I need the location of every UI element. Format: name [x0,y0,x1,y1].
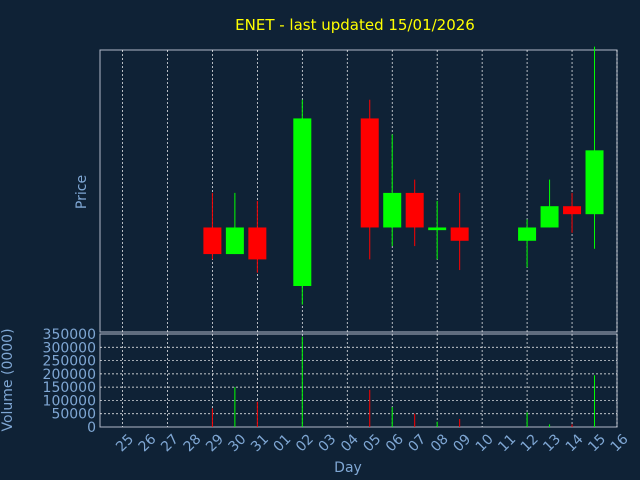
x-tick-label: 12 [518,431,542,455]
x-tick-label: 01 [271,431,295,455]
volume-frame [99,333,618,428]
x-tick-label: 30 [226,431,250,455]
x-tick-label: 07 [405,431,429,455]
volume-panel: 0500001000001500002000002500003000003500… [43,327,618,436]
candle-body [293,118,312,286]
x-tick-label: 04 [338,431,362,455]
price-frame [99,49,618,333]
volume-tick-label: 350000 [43,327,96,343]
price-panel [99,46,618,333]
volume-axis-label: Volume (0000) [0,328,16,431]
x-tick-label: 08 [428,431,452,455]
volume-tick-label: 150000 [43,380,96,396]
x-tick-label: 13 [540,431,564,455]
volume-tick-label: 300000 [43,340,96,356]
candle-body [383,192,402,228]
x-tick-label: 25 [113,431,137,455]
volume-tick-label: 250000 [43,354,96,370]
x-tick-labels: 2526272829303101020304050607080910111213… [113,431,631,455]
candle-body [585,150,604,215]
x-tick-label: 28 [181,431,205,455]
x-tick-label: 06 [383,431,407,455]
candle-body [563,206,582,215]
x-tick-label: 05 [360,431,384,455]
x-tick-label: 16 [608,431,632,455]
candle-body [540,206,559,228]
x-tick-label: 09 [450,431,474,455]
x-tick-label: 14 [563,431,587,455]
candle-body [225,227,244,255]
chart-title: ENET - last updated 15/01/2026 [235,16,475,34]
x-tick-label: 29 [203,431,227,455]
candle-body [203,227,222,255]
x-tick-label: 11 [495,431,519,455]
candle-body [405,192,424,228]
volume-tick-label: 0 [87,420,96,436]
candle-body [248,227,267,260]
x-tick-label: 15 [585,431,609,455]
candle-body [428,227,447,231]
x-tick-label: 10 [473,431,497,455]
x-tick-label: 27 [158,431,182,455]
candle-body [518,227,537,241]
x-tick-label: 03 [315,431,339,455]
x-axis-label: Day [334,460,362,476]
price-axis-label: Price [74,175,90,209]
x-tick-label: 02 [293,431,317,455]
volume-tick-label: 50000 [51,407,96,423]
x-tick-label: 31 [248,431,272,455]
volume-tick-label: 200000 [43,367,96,383]
candle-body [360,118,379,228]
volume-tick-label: 100000 [43,393,96,409]
candle-body [450,227,469,241]
x-tick-label: 26 [136,431,160,455]
